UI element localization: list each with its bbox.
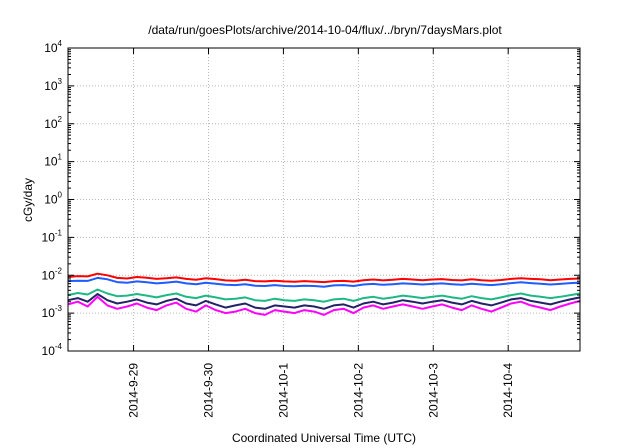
x-tick-label: 2014-10-2 — [351, 363, 365, 418]
x-tick-label: 2014-10-1 — [276, 363, 290, 418]
y-tick-label: 102 — [44, 115, 62, 131]
series-line-3 — [67, 288, 581, 303]
chart-title: /data/run/goesPlots/archive/2014-10-04/f… — [148, 23, 502, 37]
series-line-2 — [67, 276, 581, 288]
y-tick-label: 10-3 — [42, 304, 63, 320]
x-axis-label: Coordinated Universal Time (UTC) — [232, 431, 416, 445]
x-tick-label: 2014-9-29 — [127, 363, 141, 418]
y-axis-tick-labels: 10-4 10-3 10-2 10-1 100 101 102 103 104 — [42, 39, 63, 358]
grid — [68, 48, 580, 351]
y-tick-label: 100 — [44, 191, 62, 207]
x-tick-label: 2014-10-3 — [426, 363, 440, 418]
series-lines — [67, 272, 581, 316]
y-tick-label: 10-1 — [42, 228, 63, 244]
axis-ticks — [68, 47, 580, 352]
series-line-1 — [67, 272, 581, 284]
x-tick-label: 2014-9-30 — [201, 363, 215, 418]
y-tick-label: 10-2 — [42, 266, 63, 282]
y-tick-label: 10-4 — [42, 342, 63, 358]
y-tick-label: 101 — [44, 153, 62, 169]
y-axis-label: cGy/day — [21, 178, 35, 222]
x-axis-tick-labels: 2014-9-29 2014-9-30 2014-10-1 2014-10-2 2014… — [127, 363, 516, 418]
series-line-5 — [67, 295, 581, 316]
y-tick-label: 103 — [44, 77, 62, 93]
x-tick-label: 2014-10-4 — [501, 363, 515, 418]
series-line-4 — [67, 293, 581, 310]
y-tick-label: 104 — [44, 39, 62, 55]
